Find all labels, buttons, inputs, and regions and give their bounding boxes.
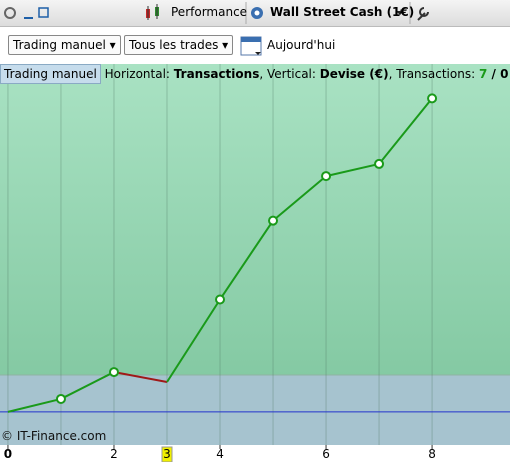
x-tick-label: 0 xyxy=(4,447,12,461)
mode-dropdown[interactable]: Trading manuel ▾ xyxy=(8,35,121,55)
trade-marker xyxy=(215,294,226,305)
equity-segment xyxy=(60,371,115,400)
vertical-value: Devise (€) xyxy=(319,67,389,81)
horizontal-value: Transactions xyxy=(173,67,260,81)
equity-segment xyxy=(166,298,221,383)
neutral: 0 xyxy=(500,67,509,81)
equity-segment xyxy=(113,371,168,383)
trade-marker xyxy=(427,93,438,104)
trade-marker xyxy=(321,171,332,182)
wins: 7 xyxy=(478,67,488,81)
trade-marker xyxy=(268,215,279,226)
trade-marker xyxy=(108,367,119,378)
x-tick-label: 2 xyxy=(110,447,118,461)
count-label: , Transactions: xyxy=(388,67,479,81)
instrument-select[interactable]: Wall Street Cash (1€) xyxy=(270,5,415,19)
cursor-box xyxy=(161,446,173,462)
equity-segment xyxy=(219,220,274,301)
equity-segment xyxy=(7,397,62,413)
trades-dropdown[interactable]: Tous les trades ▾ xyxy=(124,35,234,55)
chart: © IT-Finance.com 0 2 4 6 8 3 xyxy=(0,64,510,462)
date-label[interactable]: Aujourd'hui xyxy=(267,38,336,52)
equity-segment xyxy=(325,162,380,178)
trade-marker xyxy=(55,393,66,404)
vertical-label: , Vertical: xyxy=(259,67,320,81)
x-tick-label: 4 xyxy=(216,447,224,461)
trades-text: Tous les trades xyxy=(129,38,219,52)
performance-label[interactable]: Performance xyxy=(171,5,248,19)
equity-segment xyxy=(272,175,327,222)
toolbar: Performance Wall Street Cash (1€) xyxy=(0,0,510,27)
calendar-icon[interactable] xyxy=(240,34,264,58)
x-tick-label: 6 xyxy=(322,447,330,461)
chart-tab[interactable]: Trading manuel xyxy=(0,64,101,84)
watermark: © IT-Finance.com xyxy=(1,429,106,443)
equity-segment xyxy=(378,97,433,165)
chart-header: Trading manuel Horizontal: Transactions,… xyxy=(0,64,510,84)
cursor-label: 3 xyxy=(163,447,171,461)
x-tick-label: 8 xyxy=(428,447,436,461)
trade-marker xyxy=(374,158,385,169)
toolbar-icons xyxy=(4,2,429,24)
sep: / xyxy=(487,67,501,81)
mode-text: Trading manuel xyxy=(13,38,106,52)
horizontal-label: Horizontal: xyxy=(104,67,174,81)
